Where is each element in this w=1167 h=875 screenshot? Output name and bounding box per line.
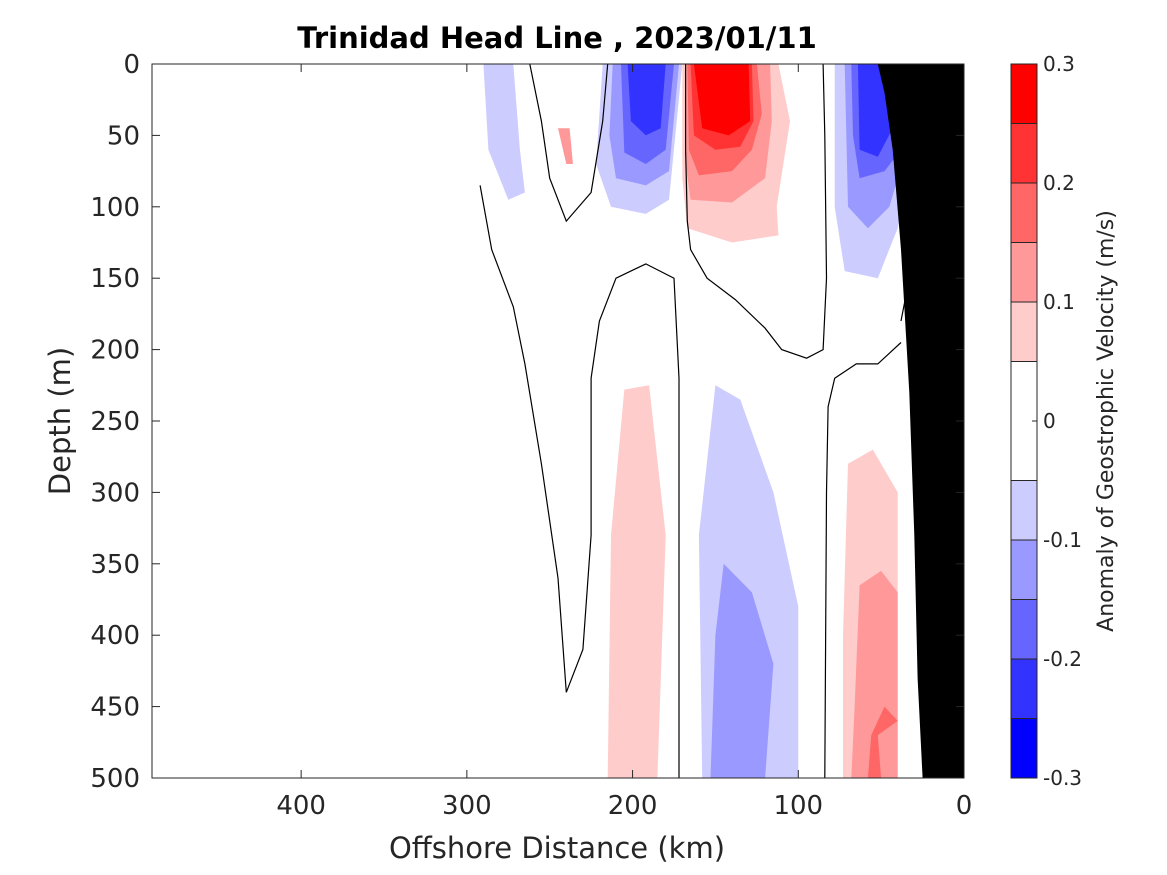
chart-title: Trinidad Head Line , 2023/01/11 (297, 21, 817, 55)
colorbar-segment (1011, 242, 1037, 302)
x-tick-label: 0 (956, 791, 973, 821)
colorbar-segment (1011, 480, 1037, 540)
y-tick-label: 450 (90, 693, 140, 723)
colorbar-label: Anomaly of Geostrophic Velocity (m/s) (1094, 210, 1119, 632)
y-tick-label: 150 (90, 264, 140, 294)
colorbar-segment (1011, 302, 1037, 362)
y-tick-label: 350 (90, 550, 140, 580)
colorbar-tick-label: 0.2 (1043, 171, 1075, 195)
contour-region-pos1-small-spot (558, 128, 573, 164)
seafloor-topography (877, 64, 964, 778)
x-tick-label: 400 (276, 791, 326, 821)
colorbar-segment (1011, 599, 1037, 659)
y-tick-label: 250 (90, 407, 140, 437)
contour-region-neg1-far-left (483, 64, 525, 200)
x-tick-label: 200 (608, 791, 658, 821)
x-tick-label: 100 (773, 791, 823, 821)
colorbar-tick-label: -0.3 (1043, 766, 1082, 790)
y-tick-label: 200 (90, 336, 140, 366)
y-tick-label: 50 (107, 121, 140, 151)
x-axis-ticks: 400 300 200 100 0 (276, 64, 972, 821)
colorbar-segment (1011, 64, 1037, 124)
y-axis-ticks: 0 50 100 150 200 250 300 350 400 450 500 (90, 50, 964, 794)
zero-contour-line-4 (824, 342, 902, 778)
colorbar-segment (1011, 540, 1037, 600)
colorbar-segment (1011, 659, 1037, 719)
y-tick-label: 500 (90, 764, 140, 794)
colorbar-tick-label: -0.2 (1043, 647, 1082, 671)
colorbar-segment (1011, 183, 1037, 243)
y-tick-label: 100 (90, 193, 140, 223)
plot-area (152, 64, 964, 778)
x-axis-label: Offshore Distance (km) (389, 831, 725, 865)
x-tick-label: 300 (442, 791, 492, 821)
contour-region-pos3-deep-right (867, 706, 898, 778)
y-tick-label: 400 (90, 621, 140, 651)
zero-contour-line-1 (479, 185, 680, 778)
y-axis-label: Depth (m) (43, 347, 77, 495)
y-tick-label: 300 (90, 478, 140, 508)
colorbar: -0.3 -0.2 -0.1 0 0.1 0.2 0.3 (1010, 52, 1082, 790)
contour-region-pos5-upper-core (693, 64, 751, 136)
colorbar-tick-label: 0 (1043, 409, 1056, 433)
colorbar-tick-label: -0.1 (1043, 528, 1082, 552)
colorbar-tick-label: 0.3 (1043, 52, 1075, 76)
zero-contour-lines (479, 64, 915, 778)
contour-region-neg4-upper-left (627, 64, 666, 136)
zero-contour-line-3 (684, 64, 828, 359)
y-tick-label: 0 (123, 50, 140, 80)
zero-contour-line-2 (529, 64, 609, 223)
contour-region-pos1-deep-left (607, 385, 666, 778)
seafloor-mask (877, 64, 964, 778)
contour-region-neg2-deep (710, 563, 774, 778)
colorbar-segment (1011, 718, 1037, 778)
colorbar-tick-label: 0.1 (1043, 290, 1075, 314)
colorbar-segment (1011, 123, 1037, 183)
